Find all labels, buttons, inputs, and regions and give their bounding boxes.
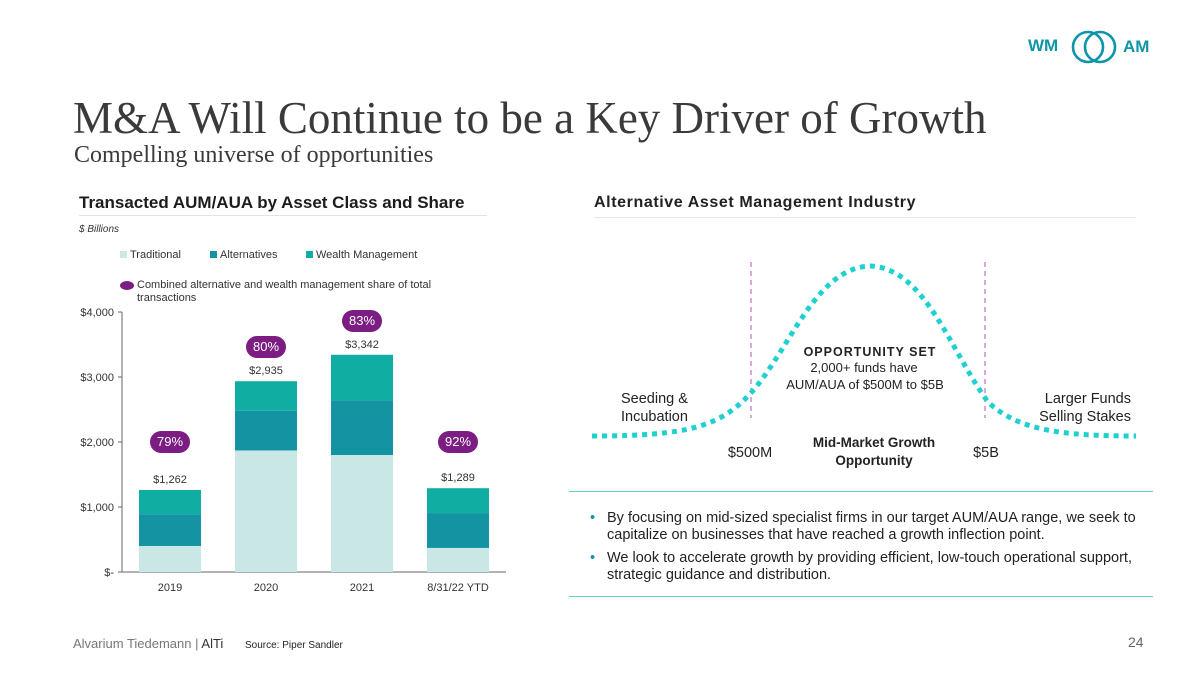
share-pill: 79% xyxy=(150,431,190,453)
footer-source: Source: Piper Sandler xyxy=(245,640,343,651)
y-tick-label: $3,000 xyxy=(80,372,114,384)
slide-title: M&A Will Continue to be a Key Driver of … xyxy=(73,93,987,143)
bar-segment-traditional xyxy=(331,455,393,572)
bar-total-label: $2,935 xyxy=(249,365,283,377)
dotted-bell-curve xyxy=(591,263,1137,439)
bar-segment-alternatives xyxy=(331,400,393,455)
industry-panel-divider xyxy=(594,217,1136,218)
legend-wealth-management: Wealth Management xyxy=(306,249,417,261)
bar-segment-wealth-management xyxy=(235,381,297,411)
bar-total-label: $1,262 xyxy=(153,474,187,486)
x-tick-label: 2020 xyxy=(254,582,278,594)
bullets-top-rule xyxy=(569,491,1153,492)
legend-share-label: Combined alternative and wealth manageme… xyxy=(137,279,432,304)
chart-panel-title: Transacted AUM/AUA by Asset Class and Sh… xyxy=(79,193,465,212)
bullet-text: By focusing on mid-sized specialist firm… xyxy=(607,510,1136,543)
midmarket-line-2: Opportunity xyxy=(835,453,913,468)
x-tick-label: 2019 xyxy=(158,582,182,594)
legend-swatch-wealth-management xyxy=(306,251,313,258)
industry-panel-title: Alternative Asset Management Industry xyxy=(594,194,917,211)
bar-segment-traditional xyxy=(427,547,489,572)
seeding-line-2: Incubation xyxy=(621,409,688,425)
opportunity-line-1: 2,000+ funds have xyxy=(810,360,917,375)
chart-units-label: $ Billions xyxy=(79,224,120,235)
y-tick-label: $2,000 xyxy=(80,437,114,449)
larger-funds-line-2: Selling Stakes xyxy=(1039,409,1131,425)
legend-label: Traditional xyxy=(130,249,181,261)
bar-segment-traditional xyxy=(139,546,201,572)
share-pill-layer: 79% 80% 83% 92% xyxy=(70,300,510,600)
chart-panel-divider xyxy=(79,215,487,216)
bar-total-label: $3,342 xyxy=(345,339,379,351)
marker-label-500m: $500M xyxy=(728,445,772,461)
share-pill: 80% xyxy=(246,336,286,359)
footer-brand: Alvarium Tiedemann | AlTi xyxy=(73,636,223,651)
bullet-item: • We look to accelerate growth by providi… xyxy=(590,550,1150,584)
logo-rings-icon xyxy=(1071,30,1117,64)
bell-curve-diagram: OPPORTUNITY SET 2,000+ funds have AUM/AU… xyxy=(591,262,1137,468)
key-points-list: • By focusing on mid-sized specialist fir… xyxy=(590,510,1150,590)
bullet-item: • By focusing on mid-sized specialist fir… xyxy=(590,510,1150,544)
bar-segment-alternatives xyxy=(235,410,297,451)
bullets-bottom-rule xyxy=(569,596,1153,597)
legend-traditional: Traditional xyxy=(120,249,181,261)
bar-segment-wealth-management xyxy=(331,354,393,401)
slide-subtitle: Compelling universe of opportunities xyxy=(74,142,434,168)
page-number: 24 xyxy=(1128,634,1144,650)
bar-segment-wealth-management xyxy=(139,489,201,515)
x-tick-label: 2021 xyxy=(350,582,374,594)
logo-am-text: AM xyxy=(1123,37,1150,56)
stacked-bar-chart: $- $1,000 $2,000 $3,000 $4,000 $1,262 2019 $2,… xyxy=(80,307,506,594)
legend-share-oval-icon xyxy=(120,281,134,290)
footer-brand-name: Alvarium Tiedemann | xyxy=(73,636,199,651)
bullet-text: We look to accelerate growth by providin… xyxy=(607,550,1132,583)
bar-segment-alternatives xyxy=(139,514,201,546)
opportunity-line-2: AUM/AUA of $500M to $5B xyxy=(786,377,944,392)
larger-funds-line-1: Larger Funds xyxy=(1045,391,1131,407)
legend-label: Wealth Management xyxy=(316,249,418,261)
bullet-dot-icon: • xyxy=(590,550,596,566)
legend-swatch-alternatives xyxy=(210,251,217,258)
legend-label: Alternatives xyxy=(220,249,278,261)
bar-segment-alternatives xyxy=(427,513,489,548)
share-pill: 92% xyxy=(438,431,478,453)
bullet-dot-icon: • xyxy=(590,510,596,526)
bar-segment-traditional xyxy=(235,450,297,572)
bar-total-label: $1,289 xyxy=(441,472,475,484)
share-pill: 83% xyxy=(342,309,382,332)
seeding-line-1: Seeding & xyxy=(621,391,688,407)
y-tick-label: $4,000 xyxy=(80,307,114,319)
opportunity-heading: OPPORTUNITY SET xyxy=(804,345,937,359)
bar-segment-wealth-management xyxy=(427,488,489,514)
wm-am-logo: WM AM xyxy=(1028,27,1158,67)
y-tick-label: $- xyxy=(104,567,114,579)
logo-wm-text: WM xyxy=(1028,36,1059,55)
footer-brand-short: AlTi xyxy=(201,636,224,651)
marker-label-5b: $5B xyxy=(973,445,999,461)
y-tick-label: $1,000 xyxy=(80,502,114,514)
legend-swatch-traditional xyxy=(120,251,127,258)
x-tick-label: 8/31/22 YTD xyxy=(427,582,489,594)
midmarket-line-1: Mid-Market Growth xyxy=(813,435,935,450)
legend-alternatives: Alternatives xyxy=(210,249,277,261)
